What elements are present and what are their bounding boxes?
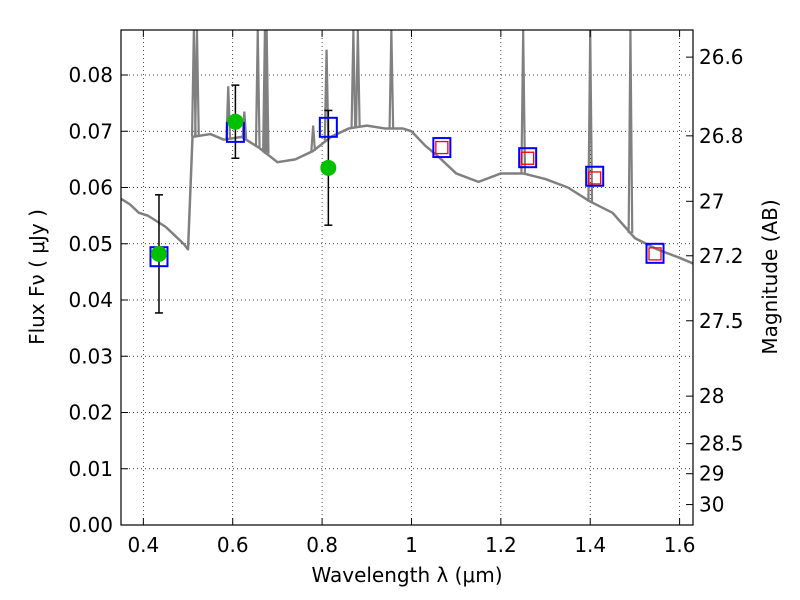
y-tick-label: 0.04 xyxy=(68,288,113,312)
model-square-red xyxy=(435,140,449,155)
y-tick-label: 0.02 xyxy=(68,401,113,425)
mag-tick-label: 27 xyxy=(699,189,724,213)
model-square-blue xyxy=(585,165,605,187)
mag-tick-label: 30 xyxy=(699,493,724,517)
x-tick-label: 0.4 xyxy=(127,533,159,557)
observed-point xyxy=(227,113,244,130)
model-square-blue xyxy=(432,137,452,159)
x-tick-label: 1.4 xyxy=(574,533,606,557)
x-axis-label: Wavelength λ (μm) xyxy=(311,563,502,587)
y-tick-label: 0.06 xyxy=(68,176,113,200)
model-spectrum-line xyxy=(121,124,693,265)
emission-spike xyxy=(627,30,634,234)
mag-tick-label: 26.8 xyxy=(699,124,744,148)
y-tick-label: 0.00 xyxy=(68,513,113,537)
model-square-red xyxy=(521,151,535,165)
grid-lines xyxy=(121,30,693,526)
observed-point xyxy=(320,159,337,176)
y-tick-label: 0.03 xyxy=(68,344,113,368)
model-square-blue xyxy=(645,242,665,264)
plot-frame xyxy=(120,29,694,526)
emission-spike xyxy=(587,30,594,202)
y-tick-label: 0.08 xyxy=(68,63,113,87)
y-tick-label: 0.05 xyxy=(68,232,113,256)
model-square-blue xyxy=(318,116,338,138)
mag-tick-label: 27.2 xyxy=(699,244,744,268)
y-tick-label: 0.01 xyxy=(68,457,113,481)
emission-spike xyxy=(388,30,395,129)
emission-spike xyxy=(520,30,527,174)
x-tick-label: 1.2 xyxy=(485,533,517,557)
emission-spike xyxy=(254,30,261,148)
model-spectrum xyxy=(121,30,693,265)
mag-tick-label: 28.5 xyxy=(699,432,744,456)
mag-tick-label: 28 xyxy=(699,384,724,408)
mag-tick-label: 26.6 xyxy=(699,45,744,69)
x-tick-label: 0.8 xyxy=(306,533,338,557)
y-axis-label: Flux Fν ( μJy ) xyxy=(25,209,49,345)
model-square-blue xyxy=(518,147,538,169)
model-square-red xyxy=(588,171,602,185)
model-square-red xyxy=(648,247,662,261)
observed-point xyxy=(150,245,167,262)
emission-spike xyxy=(194,30,200,137)
emission-spike xyxy=(310,125,317,152)
x-tick-label: 0.6 xyxy=(217,533,249,557)
x-tick-label: 1 xyxy=(405,533,418,557)
y-tick-label: 0.07 xyxy=(68,119,113,143)
emission-spike xyxy=(350,30,357,128)
emission-spike xyxy=(263,30,270,154)
mag-tick-label: 27.5 xyxy=(699,309,744,333)
emission-spike xyxy=(354,30,361,128)
data-points xyxy=(149,113,665,268)
x-tick-label: 1.6 xyxy=(664,533,696,557)
axis-ticks: 0.4 0.6 0.8 1 1.2 1.4 1.6 0.00 0.01 0.02 0.03 0.04 0… xyxy=(68,30,744,557)
right-axis-label: Magnitude (AB) xyxy=(758,199,782,354)
mag-tick-label: 29 xyxy=(699,462,724,486)
